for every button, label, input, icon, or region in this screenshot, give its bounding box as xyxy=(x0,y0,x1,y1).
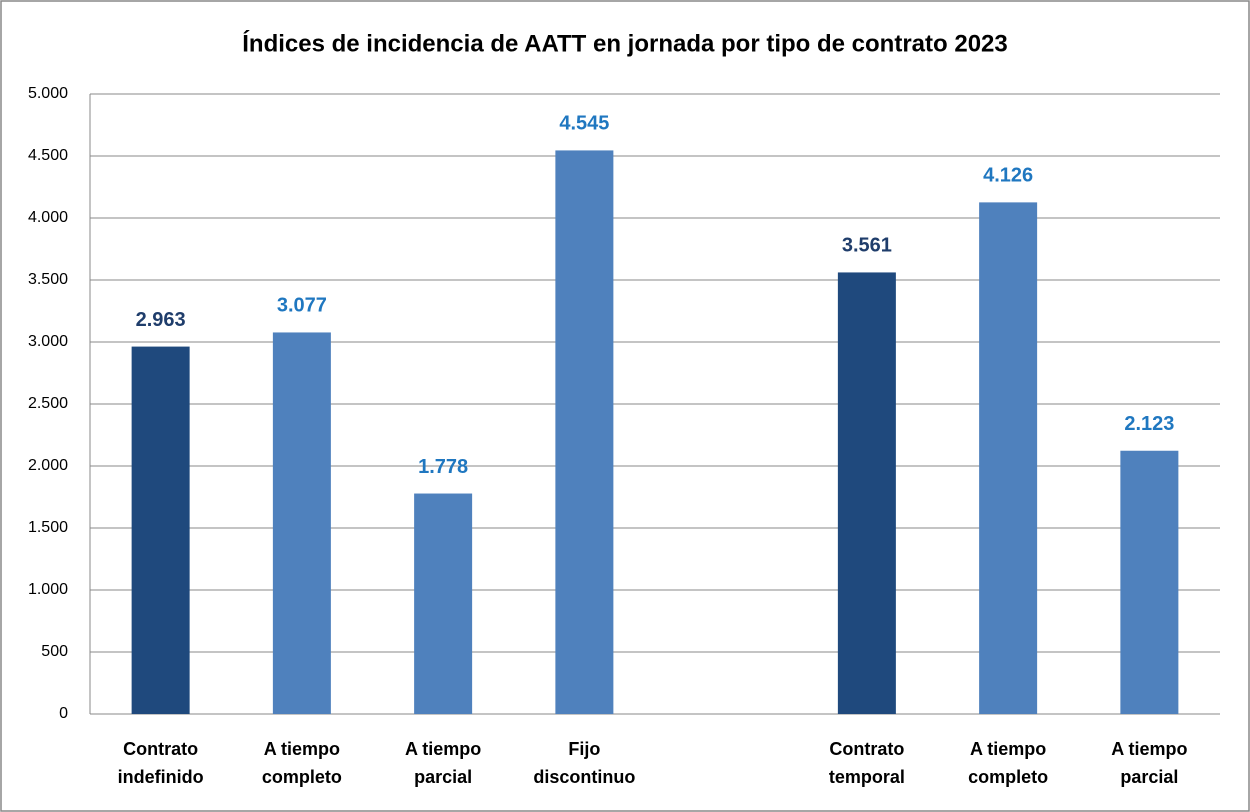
x-tick-label: parcial xyxy=(414,767,472,787)
value-label: 1.778 xyxy=(418,456,468,478)
bar xyxy=(272,332,331,714)
x-tick-label: Contrato xyxy=(829,739,904,759)
value-label: 4.126 xyxy=(983,165,1033,187)
y-tick-label: 1.000 xyxy=(28,581,68,598)
bar xyxy=(414,493,473,714)
x-tick-label: Fijo xyxy=(568,739,600,759)
bar xyxy=(979,202,1038,714)
y-tick-label: 0 xyxy=(59,705,68,722)
value-label: 2.963 xyxy=(136,309,186,331)
y-tick-label: 3.000 xyxy=(28,333,68,350)
y-tick-label: 5.000 xyxy=(28,85,68,102)
y-tick-label: 2.500 xyxy=(28,395,68,412)
x-tick-label: A tiempo xyxy=(970,739,1046,759)
x-tick-label: Contrato xyxy=(123,739,198,759)
x-tick-label: completo xyxy=(262,767,342,787)
value-label: 4.545 xyxy=(559,113,609,135)
x-tick-label: A tiempo xyxy=(1111,739,1187,759)
bar xyxy=(837,272,896,714)
bar xyxy=(555,150,614,715)
x-tick-label: parcial xyxy=(1120,767,1178,787)
y-tick-label: 4.500 xyxy=(28,147,68,164)
y-tick-label: 1.500 xyxy=(28,519,68,536)
value-label: 3.077 xyxy=(277,295,327,317)
y-tick-label: 500 xyxy=(41,643,68,660)
chart-title: Índices de incidencia de AATT en jornada… xyxy=(242,29,1007,57)
y-tick-label: 4.000 xyxy=(28,209,68,226)
bar xyxy=(131,346,190,714)
x-tick-label: discontinuo xyxy=(533,767,635,787)
x-tick-label: completo xyxy=(968,767,1048,787)
x-tick-label: A tiempo xyxy=(264,739,340,759)
x-tick-label: indefinido xyxy=(118,767,204,787)
x-tick-label: A tiempo xyxy=(405,739,481,759)
x-tick-label: temporal xyxy=(829,767,905,787)
y-tick-label: 3.500 xyxy=(28,271,68,288)
value-label: 3.561 xyxy=(842,235,892,257)
value-label: 2.123 xyxy=(1124,413,1174,435)
bar xyxy=(1120,450,1179,714)
y-tick-label: 2.000 xyxy=(28,457,68,474)
